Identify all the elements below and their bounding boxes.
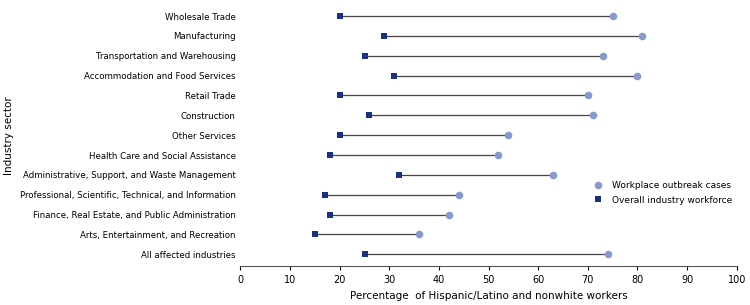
Y-axis label: Industry sector: Industry sector (4, 96, 14, 174)
Legend: Workplace outbreak cases, Overall industry workforce: Workplace outbreak cases, Overall indust… (590, 181, 732, 205)
X-axis label: Percentage  of Hispanic/Latino and nonwhite workers: Percentage of Hispanic/Latino and nonwhi… (350, 291, 628, 301)
